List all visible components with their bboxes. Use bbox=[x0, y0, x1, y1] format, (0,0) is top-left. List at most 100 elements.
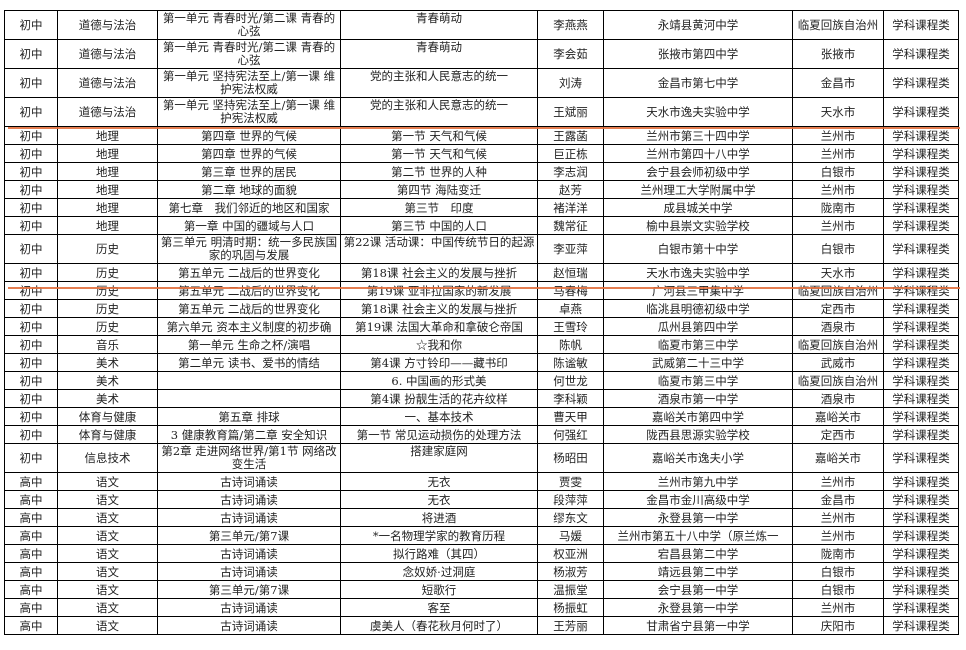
unit-cell: 第四章 世界的气候 bbox=[157, 126, 341, 145]
city-cell: 庆阳市 bbox=[792, 616, 884, 635]
subject-cell: 历史 bbox=[57, 234, 158, 264]
category-cell: 学科课程类 bbox=[883, 580, 959, 599]
category-cell: 学科课程类 bbox=[883, 472, 959, 491]
level-cell: 初中 bbox=[4, 97, 58, 127]
category-cell: 学科课程类 bbox=[883, 407, 959, 426]
lesson-cell: 搭建家庭网 bbox=[340, 443, 538, 473]
city-cell: 陇南市 bbox=[792, 198, 884, 217]
school-cell: 兰州市第五十八中学（原兰炼一 bbox=[603, 526, 793, 545]
teacher-cell: 曹天甲 bbox=[537, 407, 604, 426]
category-cell: 学科课程类 bbox=[883, 216, 959, 235]
school-cell: 临夏市第三中学 bbox=[603, 335, 793, 354]
table-row: 高中 语文 古诗词诵读 无衣 段萍萍 金昌市金川高级中学 金昌市 学科课程类 bbox=[4, 490, 959, 509]
level-cell: 初中 bbox=[4, 425, 58, 444]
highlight-underline bbox=[8, 287, 960, 289]
lesson-cell: 第三节 印度 bbox=[340, 198, 538, 217]
level-cell: 初中 bbox=[4, 299, 58, 318]
teacher-cell: 杨昭田 bbox=[537, 443, 604, 473]
table-body: 初中 道德与法治 第一单元 青春时光/第二课 青春的心弦 青春萌动 李燕燕 永靖县黄河中学… bbox=[4, 10, 959, 635]
category-cell: 学科课程类 bbox=[883, 180, 959, 199]
level-cell: 初中 bbox=[4, 389, 58, 408]
category-cell: 学科课程类 bbox=[883, 299, 959, 318]
category-cell: 学科课程类 bbox=[883, 39, 959, 69]
level-cell: 高中 bbox=[4, 544, 58, 563]
school-cell: 成县城关中学 bbox=[603, 198, 793, 217]
school-cell: 临夏市第三中学 bbox=[603, 371, 793, 390]
unit-cell: 古诗词诵读 bbox=[157, 544, 341, 563]
level-cell: 高中 bbox=[4, 508, 58, 527]
teacher-cell: 王雪玲 bbox=[537, 317, 604, 336]
unit-cell: 古诗词诵读 bbox=[157, 472, 341, 491]
table-row: 初中 体育与健康 3 健康教育篇/第二章 安全知识 第一节 常见运动损伤的处理方法 何强… bbox=[4, 425, 959, 444]
table-row: 高中 语文 古诗词诵读 拟行路难（其四） 权亚洲 宕昌县第二中学 陇南市 学科课程类 bbox=[4, 544, 959, 563]
teacher-cell: 段萍萍 bbox=[537, 490, 604, 509]
category-cell: 学科课程类 bbox=[883, 234, 959, 264]
subject-cell: 历史 bbox=[57, 317, 158, 336]
subject-cell: 美术 bbox=[57, 371, 158, 390]
subject-cell: 地理 bbox=[57, 144, 158, 163]
category-cell: 学科课程类 bbox=[883, 335, 959, 354]
unit-cell: 3 健康教育篇/第二章 安全知识 bbox=[157, 425, 341, 444]
category-cell: 学科课程类 bbox=[883, 68, 959, 98]
teacher-cell: 李会茹 bbox=[537, 39, 604, 69]
table-row: 初中 音乐 第一单元 生命之杯/演唱 ☆我和你 陈帆 临夏市第三中学 临夏回族自治州 学科课程… bbox=[4, 335, 959, 354]
table-row: 初中 历史 第五单元 二战后的世界变化 第18课 社会主义的发展与挫折 赵恒瑞 天水市逸夫… bbox=[4, 263, 959, 282]
category-cell: 学科课程类 bbox=[883, 263, 959, 282]
lesson-cell: 无衣 bbox=[340, 472, 538, 491]
table-row: 初中 美术 6. 中国画的形式美 何世龙 临夏市第三中学 临夏回族自治州 学科课程类 bbox=[4, 371, 959, 390]
city-cell: 陇南市 bbox=[792, 544, 884, 563]
city-cell: 临夏回族自治州 bbox=[792, 335, 884, 354]
subject-cell: 历史 bbox=[57, 299, 158, 318]
lesson-cell: 拟行路难（其四） bbox=[340, 544, 538, 563]
subject-cell: 信息技术 bbox=[57, 443, 158, 473]
teacher-cell: 李志润 bbox=[537, 162, 604, 181]
teacher-cell: 陈谧敏 bbox=[537, 353, 604, 372]
level-cell: 初中 bbox=[4, 198, 58, 217]
city-cell: 兰州市 bbox=[792, 126, 884, 145]
unit-cell: 古诗词诵读 bbox=[157, 562, 341, 581]
city-cell: 兰州市 bbox=[792, 472, 884, 491]
table-row: 初中 历史 第三单元 明清时期：统一多民族国家的巩固与发展 第22课 活动课：中国传统… bbox=[4, 234, 959, 264]
unit-cell: 古诗词诵读 bbox=[157, 598, 341, 617]
table-row: 高中 语文 第三单元/第7课 *一名物理学家的教育历程 马媛 兰州市第五十八中学（原兰炼一… bbox=[4, 526, 959, 545]
category-cell: 学科课程类 bbox=[883, 281, 959, 300]
table-row: 初中 地理 第四章 世界的气候 第一节 天气和气候 巨正栋 兰州市第四十八中学 兰州市 学科课… bbox=[4, 144, 959, 163]
unit-cell bbox=[157, 389, 341, 408]
teacher-cell: 马媛 bbox=[537, 526, 604, 545]
category-cell: 学科课程类 bbox=[883, 616, 959, 635]
level-cell: 高中 bbox=[4, 526, 58, 545]
lesson-cell: 党的主张和人民意志的统一 bbox=[340, 97, 538, 127]
table-row: 高中 语文 古诗词诵读 念奴娇·过洞庭 杨淑芳 靖远县第二中学 白银市 学科课程类 bbox=[4, 562, 959, 581]
school-cell: 兰州市第三十四中学 bbox=[603, 126, 793, 145]
unit-cell: 第六单元 资本主义制度的初步确 bbox=[157, 317, 341, 336]
teacher-cell: 魏常征 bbox=[537, 216, 604, 235]
category-cell: 学科课程类 bbox=[883, 317, 959, 336]
level-cell: 初中 bbox=[4, 39, 58, 69]
teacher-cell: 赵芳 bbox=[537, 180, 604, 199]
subject-cell: 体育与健康 bbox=[57, 407, 158, 426]
unit-cell: 第一单元 生命之杯/演唱 bbox=[157, 335, 341, 354]
school-cell: 甘肃省宁县第一中学 bbox=[603, 616, 793, 635]
table-row: 初中 美术 第二单元 读书、爱书的情结 第4课 方寸铃印——藏书印 陈谧敏 武威第二十三中… bbox=[4, 353, 959, 372]
table-row: 初中 地理 第四章 世界的气候 第一节 天气和气候 王露菡 兰州市第三十四中学 兰州市 学科课… bbox=[4, 126, 959, 145]
city-cell: 白银市 bbox=[792, 562, 884, 581]
subject-cell: 语文 bbox=[57, 490, 158, 509]
lesson-cell: 第18课 社会主义的发展与挫折 bbox=[340, 263, 538, 282]
lesson-cell: 客至 bbox=[340, 598, 538, 617]
level-cell: 高中 bbox=[4, 472, 58, 491]
teacher-cell: 巨正栋 bbox=[537, 144, 604, 163]
city-cell: 金昌市 bbox=[792, 68, 884, 98]
table-row: 高中 语文 古诗词诵读 虞美人（春花秋月何时了） 王芳丽 甘肃省宁县第一中学 庆阳市 学科课程… bbox=[4, 616, 959, 635]
lesson-cell: 青春萌动 bbox=[340, 39, 538, 69]
lesson-cell: 第18课 社会主义的发展与挫折 bbox=[340, 299, 538, 318]
category-cell: 学科课程类 bbox=[883, 526, 959, 545]
city-cell: 酒泉市 bbox=[792, 317, 884, 336]
lesson-cell: 第三节 中国的人口 bbox=[340, 216, 538, 235]
category-cell: 学科课程类 bbox=[883, 443, 959, 473]
level-cell: 初中 bbox=[4, 443, 58, 473]
city-cell: 酒泉市 bbox=[792, 389, 884, 408]
city-cell: 临夏回族自治州 bbox=[792, 371, 884, 390]
table-row: 初中 道德与法治 第一单元 坚持宪法至上/第一课 维护宪法权威 党的主张和人民意志的统… bbox=[4, 68, 959, 98]
school-cell: 嘉峪关市逸夫小学 bbox=[603, 443, 793, 473]
city-cell: 兰州市 bbox=[792, 180, 884, 199]
